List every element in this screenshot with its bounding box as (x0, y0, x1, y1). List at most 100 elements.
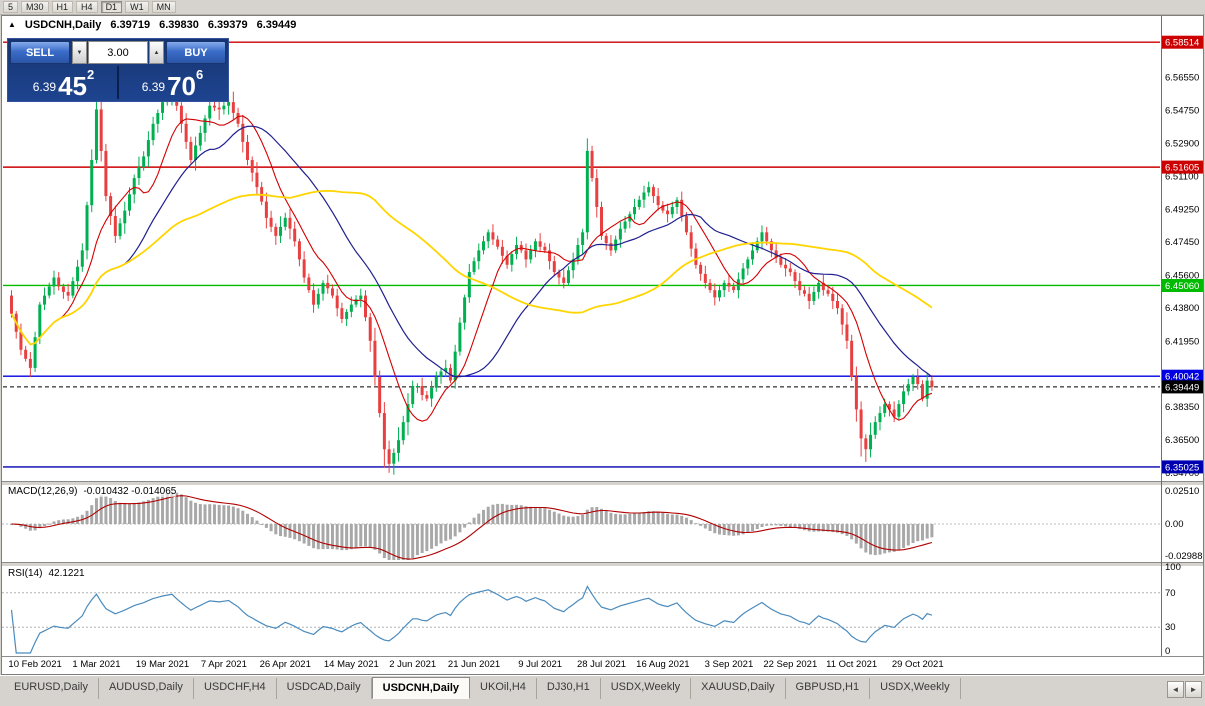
svg-text:7 Apr 2021: 7 Apr 2021 (201, 659, 247, 670)
macd-axis: 0.02510 0.00 -0.02988 (1165, 486, 1203, 562)
ohlc-high: 6.39830 (159, 19, 199, 31)
svg-text:14 May 2021: 14 May 2021 (324, 659, 379, 670)
svg-text:22 Sep 2021: 22 Sep 2021 (763, 659, 817, 670)
svg-text:0: 0 (1165, 646, 1170, 657)
buy-price-sup: 6 (196, 67, 204, 82)
svg-text:6.41950: 6.41950 (1165, 337, 1199, 348)
chart-tab-eurusd-daily[interactable]: EURUSD,Daily (4, 678, 99, 699)
timeframe-button-d1[interactable]: D1 (100, 1, 123, 13)
chart-tabs: EURUSD,Daily AUDUSD,Daily USDCHF,H4 USDCAD,… (0, 677, 1205, 699)
svg-text:6.47450: 6.47450 (1165, 237, 1199, 248)
timeframe-button-m30[interactable]: M30 (21, 1, 49, 13)
price-axis[interactable]: 6.56550 6.54750 6.52900 6.51100 6.49250 6.474… (1162, 35, 1203, 479)
ohlc-open: 6.39719 (110, 19, 151, 31)
timeframe-button-w1[interactable]: W1 (125, 1, 149, 13)
svg-text:6.51605: 6.51605 (1165, 163, 1199, 174)
date-axis[interactable]: 10 Feb 2021 1 Mar 2021 19 Mar 2021 7 Apr 20… (8, 659, 943, 670)
svg-text:0.02510: 0.02510 (1165, 486, 1199, 497)
ma-60-line (10, 189, 933, 346)
chart-tab-usdcad-daily[interactable]: USDCAD,Daily (277, 678, 372, 699)
rsi-name: RSI(14) (8, 568, 43, 579)
sell-price-big: 45 (58, 71, 88, 101)
tab-scroll-controls: ◄ ► (1167, 681, 1202, 698)
chart-tab-gbpusd-h1[interactable]: GBPUSD,H1 (786, 678, 871, 699)
buy-price-prefix: 6.39 (141, 80, 166, 94)
svg-text:11 Oct 2021: 11 Oct 2021 (826, 659, 877, 670)
svg-text:6.40042: 6.40042 (1165, 372, 1199, 383)
chart-title-bar: ▲ USDCNH,Daily 6.39719 6.39830 6.39379 6… (8, 19, 301, 31)
svg-text:9 Jul 2021: 9 Jul 2021 (518, 659, 562, 670)
price-level-label-6.58514 (1162, 35, 1203, 49)
macd-panel (2, 492, 1162, 560)
chart-tab-ukoil-h4[interactable]: UKOil,H4 (470, 678, 537, 699)
chart-window: 6.56550 6.54750 6.52900 6.51100 6.49250 6.474… (1, 15, 1204, 675)
rsi-panel (2, 585, 1162, 654)
rsi-value: 42.1221 (48, 568, 85, 579)
chart-tab-usdchf-h4[interactable]: USDCHF,H4 (194, 678, 277, 699)
panel-separators (2, 16, 1203, 657)
buy-price-display[interactable]: 6.39 70 6 (119, 66, 226, 99)
price-level-label-6.35025 (1162, 460, 1203, 474)
buy-button[interactable]: BUY (166, 41, 226, 64)
svg-text:19 Mar 2021: 19 Mar 2021 (136, 659, 189, 670)
svg-text:6.52900: 6.52900 (1165, 139, 1199, 150)
chart-tab-audusd-daily[interactable]: AUDUSD,Daily (99, 678, 194, 699)
sell-price-sup: 2 (87, 67, 95, 82)
buy-price-big: 70 (167, 71, 197, 101)
timeframe-button-h4[interactable]: H4 (76, 1, 98, 13)
volume-increase-button[interactable]: ▲ (149, 41, 164, 64)
svg-text:26 Apr 2021: 26 Apr 2021 (260, 659, 311, 670)
svg-text:3 Sep 2021: 3 Sep 2021 (705, 659, 754, 670)
chart-tab-usdx-weekly[interactable]: USDX,Weekly (870, 678, 961, 699)
tabs-scroll-right-button[interactable]: ► (1185, 681, 1202, 698)
timeframe-button-5[interactable]: 5 (3, 1, 19, 13)
ma-10-line (11, 115, 933, 422)
chart-tab-dj30-h1[interactable]: DJ30,H1 (537, 678, 601, 699)
price-level-label-6.40042 (1162, 369, 1203, 383)
price-level-label-6.39449 (1162, 380, 1203, 394)
chart-canvas[interactable]: 6.56550 6.54750 6.52900 6.51100 6.49250 6.474… (2, 16, 1203, 674)
sell-price-prefix: 6.39 (32, 80, 57, 94)
svg-text:6.49250: 6.49250 (1165, 205, 1199, 216)
sell-price-display[interactable]: 6.39 45 2 (10, 66, 119, 99)
svg-text:6.43800: 6.43800 (1165, 303, 1199, 314)
svg-text:6.45600: 6.45600 (1165, 271, 1199, 282)
svg-text:6.39449: 6.39449 (1165, 382, 1199, 393)
chart-tab-bar: EURUSD,Daily AUDUSD,Daily USDCHF,H4 USDCAD,… (0, 675, 1205, 706)
chart-tab-xauusd-daily[interactable]: XAUUSD,Daily (691, 678, 786, 699)
rsi-line (10, 585, 933, 654)
tabs-scroll-left-button[interactable]: ◄ (1167, 681, 1184, 698)
timeframe-button-mn[interactable]: MN (151, 1, 176, 13)
price-level-label-6.51605 (1162, 160, 1203, 174)
svg-text:6.36500: 6.36500 (1165, 435, 1199, 446)
svg-text:16 Aug 2021: 16 Aug 2021 (636, 659, 689, 670)
candlesticks (10, 60, 934, 475)
trade-prices-row: 6.39 45 2 6.39 70 6 (10, 66, 226, 99)
svg-text:6.38350: 6.38350 (1165, 402, 1199, 413)
svg-text:6.54750: 6.54750 (1165, 105, 1199, 116)
sell-button[interactable]: SELL (10, 41, 70, 64)
svg-text:6.51100: 6.51100 (1165, 171, 1199, 182)
macd-values: -0.010432 -0.014065 (83, 486, 177, 497)
svg-text:6.56550: 6.56550 (1165, 73, 1199, 84)
ma-25-line (10, 125, 933, 378)
timeframe-button-h1[interactable]: H1 (51, 1, 74, 13)
collapse-arrow-icon[interactable]: ▲ (8, 20, 16, 29)
svg-text:100: 100 (1165, 562, 1181, 573)
symbol-period-label: USDCNH,Daily (24, 19, 102, 31)
chart-tab-usdx-weekly[interactable]: USDX,Weekly (601, 678, 692, 699)
timeframe-toolbar: 5 M30 H1 H4 D1 W1 MN (0, 0, 1205, 15)
svg-text:10 Feb 2021: 10 Feb 2021 (8, 659, 61, 670)
macd-indicator-label: MACD(12,26,9) -0.010432 -0.014065 (8, 486, 177, 497)
svg-text:2 Jun 2021: 2 Jun 2021 (389, 659, 436, 670)
volume-input[interactable] (88, 41, 148, 64)
chart-tab-usdcnh-daily[interactable]: USDCNH,Daily (371, 677, 471, 699)
macd-signal-line (11, 495, 933, 560)
ohlc-low: 6.39379 (207, 19, 248, 31)
rsi-axis: 100 70 30 0 (1165, 562, 1181, 657)
volume-decrease-button[interactable]: ▼ (72, 41, 87, 64)
svg-text:0.00: 0.00 (1165, 519, 1184, 530)
svg-text:6.58514: 6.58514 (1165, 38, 1199, 49)
